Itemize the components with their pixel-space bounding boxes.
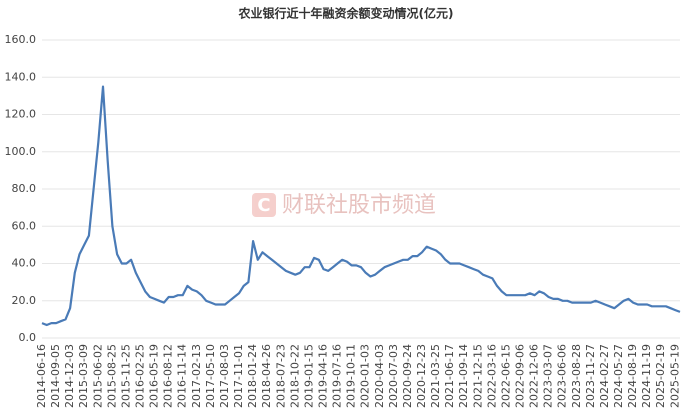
x-tick-label: 2019-04-16 [316, 344, 329, 408]
x-tick-label: 2021-06-17 [443, 344, 456, 408]
chart-title: 农业银行近十年融资余额变动情况(亿元) [238, 6, 454, 21]
y-tick-label: 40.0 [12, 257, 37, 270]
svg-text:C: C [257, 195, 270, 216]
x-tick-label: 2023-06-06 [556, 344, 569, 408]
x-tick-label: 2022-12-06 [528, 344, 541, 408]
y-tick-label: 80.0 [12, 182, 37, 195]
y-tick-label: 100.0 [5, 145, 37, 158]
x-tick-label: 2024-11-19 [640, 344, 653, 408]
x-tick-label: 2016-11-14 [176, 344, 189, 408]
x-tick-label: 2014-12-03 [63, 344, 76, 408]
x-tick-label: 2021-12-15 [471, 344, 484, 408]
x-tick-label: 2014-09-05 [49, 344, 62, 408]
x-tick-label: 2024-02-27 [598, 344, 611, 408]
x-tick-label: 2020-07-03 [387, 344, 400, 408]
x-tick-label: 2016-08-12 [162, 344, 175, 408]
watermark: 财联社股市频道 [282, 193, 436, 218]
y-tick-label: 140.0 [5, 70, 37, 83]
x-tick-label: 2022-03-16 [485, 344, 498, 408]
x-tick-label: 2021-09-14 [457, 344, 470, 408]
x-tick-label: 2023-11-27 [584, 344, 597, 408]
x-tick-label: 2021-03-25 [429, 344, 442, 408]
y-tick-label: 20.0 [12, 294, 37, 307]
x-tick-label: 2017-08-03 [218, 344, 231, 408]
x-tick-label: 2020-12-23 [415, 344, 428, 408]
x-tick-label: 2014-06-16 [35, 344, 48, 408]
x-tick-label: 2015-08-25 [105, 344, 118, 408]
x-tick-label: 2017-11-01 [232, 344, 245, 408]
x-tick-label: 2022-09-06 [514, 344, 527, 408]
x-tick-label: 2018-04-26 [260, 344, 273, 408]
x-tick-label: 2018-07-23 [274, 344, 287, 408]
y-tick-label: 160.0 [5, 33, 37, 46]
x-tick-label: 2025-05-19 [668, 344, 681, 408]
x-tick-label: 2023-08-28 [570, 344, 583, 408]
x-tick-label: 2020-04-03 [373, 344, 386, 408]
x-tick-label: 2019-07-16 [331, 344, 344, 408]
y-tick-label: 60.0 [12, 219, 37, 232]
x-tick-label: 2019-01-15 [302, 344, 315, 408]
x-tick-label: 2020-09-24 [401, 344, 414, 408]
x-tick-label: 2024-05-27 [612, 344, 625, 408]
x-tick-label: 2015-11-25 [119, 344, 132, 408]
watermark-logo: C [252, 193, 276, 217]
y-tick-label: 120.0 [5, 108, 37, 121]
x-tick-label: 2019-10-11 [345, 344, 358, 408]
x-tick-label: 2025-02-19 [654, 344, 667, 408]
x-tick-label: 2016-05-19 [148, 344, 161, 408]
x-tick-label: 2015-03-09 [77, 344, 90, 408]
x-tick-label: 2018-10-22 [288, 344, 301, 408]
data-line [41, 85, 681, 327]
x-tick-label: 2023-03-07 [542, 344, 555, 408]
x-tick-label: 2017-05-10 [204, 344, 217, 408]
x-tick-label: 2022-06-15 [499, 344, 512, 408]
y-tick-label: 0.0 [19, 331, 37, 344]
x-tick-label: 2020-01-03 [359, 344, 372, 408]
x-tick-label: 2018-01-24 [246, 344, 259, 408]
x-tick-label: 2017-02-13 [190, 344, 203, 408]
x-tick-label: 2015-06-02 [91, 344, 104, 408]
x-tick-label: 2024-08-19 [626, 344, 639, 408]
x-tick-label: 2016-02-25 [134, 344, 147, 408]
